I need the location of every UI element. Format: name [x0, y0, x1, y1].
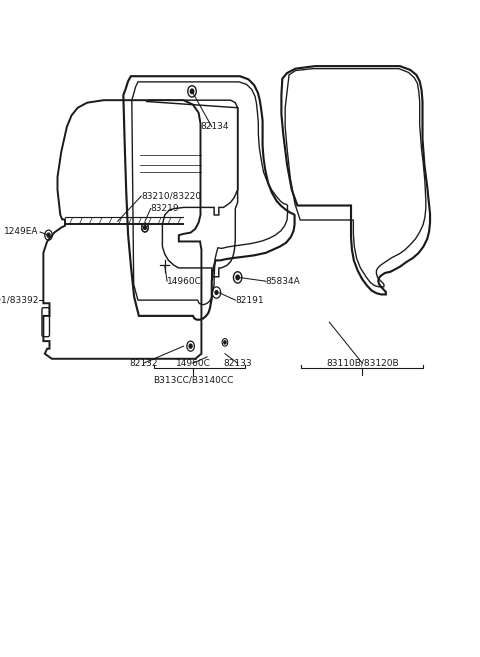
Text: 14960C: 14960C	[167, 277, 202, 286]
Circle shape	[191, 89, 194, 93]
Circle shape	[224, 341, 226, 344]
Text: 85834A: 85834A	[266, 277, 300, 286]
Text: 83219: 83219	[151, 204, 179, 213]
Text: 1249EA: 1249EA	[4, 227, 39, 237]
Text: 83391/83392: 83391/83392	[0, 296, 39, 305]
Circle shape	[189, 344, 192, 348]
Text: 83210/83220: 83210/83220	[141, 192, 201, 200]
Circle shape	[236, 275, 240, 280]
Text: 83110B/83120B: 83110B/83120B	[326, 359, 398, 368]
Text: B313CC/B3140CC: B313CC/B3140CC	[153, 376, 233, 385]
Text: 82133: 82133	[223, 359, 252, 368]
Text: 82132: 82132	[129, 359, 158, 368]
Circle shape	[144, 226, 146, 229]
Text: 82134: 82134	[200, 122, 228, 131]
Circle shape	[144, 226, 146, 229]
Text: 14960C: 14960C	[176, 359, 210, 368]
Text: 82191: 82191	[235, 296, 264, 305]
Circle shape	[215, 290, 218, 294]
Circle shape	[47, 233, 50, 237]
